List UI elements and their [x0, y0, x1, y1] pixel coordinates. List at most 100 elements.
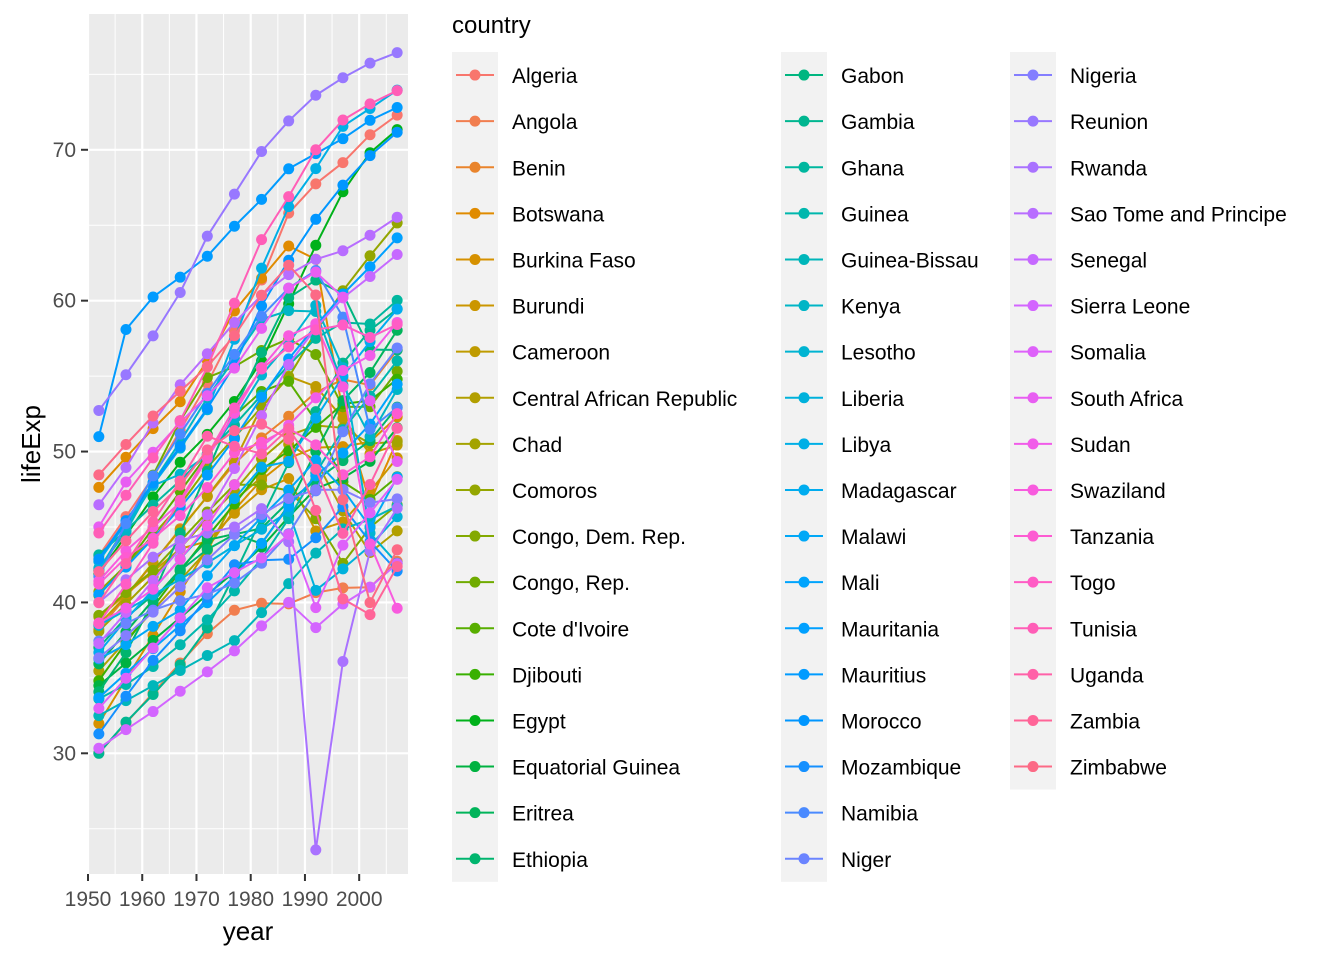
legend-item: Chad — [456, 434, 562, 457]
data-point — [391, 342, 403, 354]
legend-item: Central African Republic — [456, 388, 737, 411]
data-point — [201, 361, 213, 373]
data-point — [256, 391, 268, 403]
legend-key-point — [469, 530, 481, 542]
data-point — [337, 527, 349, 539]
data-point — [174, 595, 186, 607]
legend-item: Mauritius — [785, 664, 926, 687]
legend-key-point — [1027, 622, 1039, 634]
legend-item: Congo, Rep. — [456, 572, 630, 595]
legend-item: Malawi — [785, 526, 906, 549]
legend-key-point — [469, 622, 481, 634]
x-tick-label: 1980 — [227, 888, 274, 911]
data-point — [337, 539, 349, 551]
data-point — [364, 250, 376, 262]
legend-label: Tanzania — [1070, 526, 1154, 549]
data-point — [391, 355, 403, 367]
data-point — [228, 559, 240, 571]
legend-item: Mauritania — [785, 618, 939, 641]
data-point — [120, 476, 132, 488]
data-point — [283, 500, 295, 512]
data-point — [201, 430, 213, 442]
legend-label: Zambia — [1070, 710, 1140, 733]
legend-item: Somalia — [1014, 342, 1146, 365]
series-line — [98, 322, 399, 609]
data-point — [120, 489, 132, 501]
legend-label: Algeria — [512, 65, 578, 88]
data-point — [228, 188, 240, 200]
data-point — [201, 582, 213, 594]
data-point — [256, 607, 268, 619]
legend-label: Guinea — [841, 203, 909, 226]
data-point — [283, 191, 295, 203]
data-point — [201, 490, 213, 502]
data-point — [93, 618, 105, 630]
legend-label: Mozambique — [841, 757, 961, 780]
legend-item: Gambia — [785, 111, 915, 134]
data-point — [120, 451, 132, 463]
legend-key-background — [452, 52, 498, 882]
data-point — [391, 102, 403, 114]
data-point — [337, 494, 349, 506]
data-point — [120, 657, 132, 669]
data-point — [310, 463, 322, 475]
data-point — [337, 319, 349, 331]
data-point — [256, 503, 268, 515]
legend-label: Liberia — [841, 388, 904, 411]
series-group — [93, 259, 403, 609]
legend-label: Mauritania — [841, 618, 939, 641]
data-point — [391, 544, 403, 556]
legend-item: Mali — [785, 572, 880, 595]
data-point — [310, 421, 322, 433]
legend-key-point — [1027, 392, 1039, 404]
data-point — [310, 392, 322, 404]
data-point — [201, 372, 213, 384]
data-point — [174, 639, 186, 651]
series-line — [98, 507, 398, 851]
legend-key-point — [1027, 346, 1039, 358]
legend-key-point — [798, 69, 810, 81]
data-point — [364, 366, 376, 378]
data-point — [256, 146, 268, 158]
data-point — [391, 303, 403, 315]
data-point — [391, 248, 403, 260]
legend-label: Kenya — [841, 296, 901, 319]
legend-item: Eritrea — [456, 803, 574, 826]
data-point — [337, 563, 349, 575]
data-point — [120, 324, 132, 335]
legend-label: Central African Republic — [512, 388, 737, 411]
legend-label: Somalia — [1070, 342, 1146, 365]
legend-key-point — [798, 853, 810, 865]
legend-item: Ghana — [785, 157, 904, 180]
data-point — [256, 262, 268, 274]
x-tick-label: 1970 — [173, 888, 220, 911]
data-point — [201, 444, 213, 456]
series-line — [98, 264, 399, 604]
data-point — [283, 596, 295, 608]
data-point — [201, 649, 213, 661]
data-point — [256, 597, 268, 609]
legend-item: Cote d'Ivoire — [456, 618, 629, 641]
legend-key-point — [798, 438, 810, 450]
data-point — [310, 239, 322, 251]
data-point — [147, 291, 159, 303]
legend-label: Cote d'Ivoire — [512, 618, 629, 641]
data-point — [120, 724, 132, 736]
legend-key-point — [1027, 115, 1039, 127]
legend-label: Congo, Rep. — [512, 572, 630, 595]
data-point — [93, 553, 105, 565]
data-point — [147, 551, 159, 563]
legend-key-point — [469, 853, 481, 865]
legend-item: Morocco — [785, 710, 922, 733]
data-point — [364, 229, 376, 241]
data-point — [364, 479, 376, 491]
data-point — [337, 311, 349, 323]
data-point — [174, 396, 186, 408]
data-point — [256, 552, 268, 564]
data-point — [256, 436, 268, 448]
legend-item: Guinea — [785, 203, 909, 226]
data-point — [147, 606, 159, 618]
data-point — [391, 456, 403, 468]
data-point — [120, 690, 132, 702]
